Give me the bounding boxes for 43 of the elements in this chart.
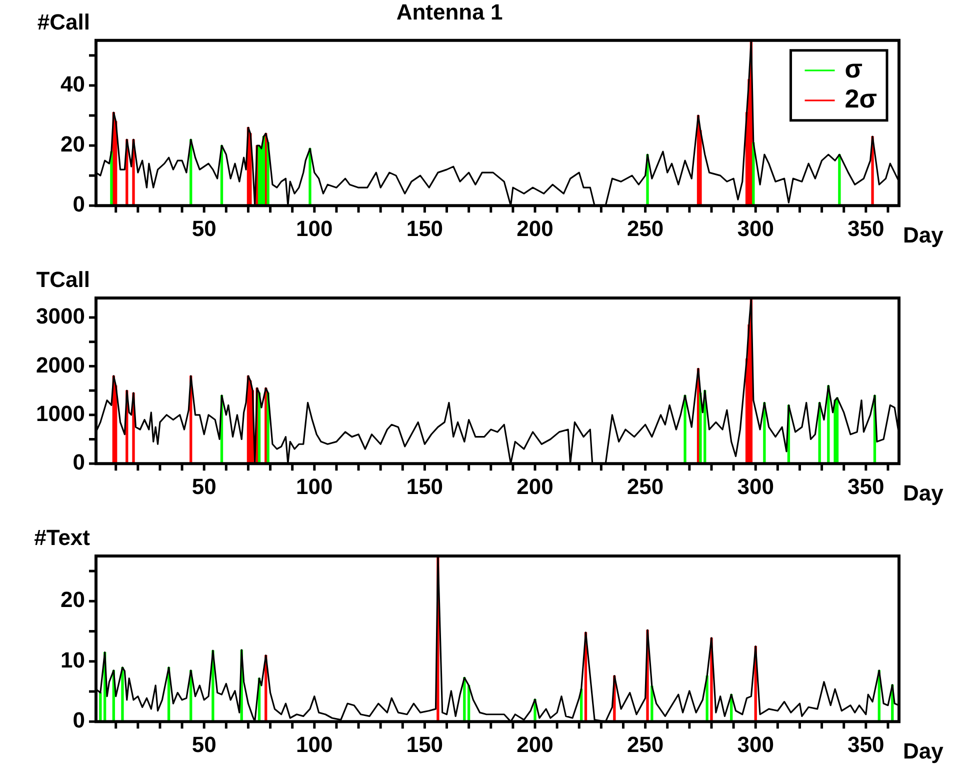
bar xyxy=(110,151,113,206)
x-tick-label: 300 xyxy=(737,216,774,241)
x-tick-label: 100 xyxy=(296,474,333,499)
x-tick-label: 150 xyxy=(406,216,444,241)
x-tick-label: 50 xyxy=(192,474,216,499)
x-tick-label: 100 xyxy=(296,216,333,241)
x-tick-label: 250 xyxy=(626,216,664,241)
bar xyxy=(121,667,124,722)
y-tick-label: 10 xyxy=(60,647,85,672)
y-tick-label: 40 xyxy=(60,72,85,97)
x-axis-title: Day xyxy=(903,222,944,248)
x-tick-label: 50 xyxy=(192,732,216,757)
x-tick-label: 350 xyxy=(848,474,884,499)
chart-title: Antenna 1 xyxy=(396,0,503,24)
x-tick-label: 150 xyxy=(406,732,444,757)
y-tick-label: 3000 xyxy=(36,304,85,329)
x-tick-label: 250 xyxy=(626,732,664,757)
x-tick-label: 250 xyxy=(626,474,664,499)
x-tick-label: 50 xyxy=(192,216,216,241)
y-tick-label: 0 xyxy=(72,192,85,217)
y-axis-title: #Text xyxy=(34,525,91,550)
y-tick-label: 0 xyxy=(72,450,85,475)
x-axis-title: Day xyxy=(903,480,944,506)
x-tick-label: 350 xyxy=(848,732,884,757)
bar xyxy=(838,154,841,206)
x-tick-label: 200 xyxy=(516,732,554,757)
y-tick-label: 20 xyxy=(60,132,85,157)
x-tick-label: 300 xyxy=(737,474,774,499)
y-axis-title: TCall xyxy=(36,267,90,292)
x-tick-label: 350 xyxy=(848,216,884,241)
legend-label: σ xyxy=(844,54,863,84)
legend-label: 2σ xyxy=(844,84,878,114)
y-tick-label: 20 xyxy=(60,587,85,612)
x-tick-label: 200 xyxy=(516,474,554,499)
y-tick-label: 0 xyxy=(72,708,85,733)
y-axis-title: #Call xyxy=(37,9,90,34)
x-tick-label: 300 xyxy=(737,732,774,757)
x-tick-label: 150 xyxy=(406,474,444,499)
x-tick-label: 100 xyxy=(296,732,333,757)
x-tick-label: 200 xyxy=(516,216,554,241)
y-tick-label: 2000 xyxy=(36,352,85,378)
x-axis-title: Day xyxy=(903,738,944,764)
y-tick-label: 1000 xyxy=(36,400,85,426)
